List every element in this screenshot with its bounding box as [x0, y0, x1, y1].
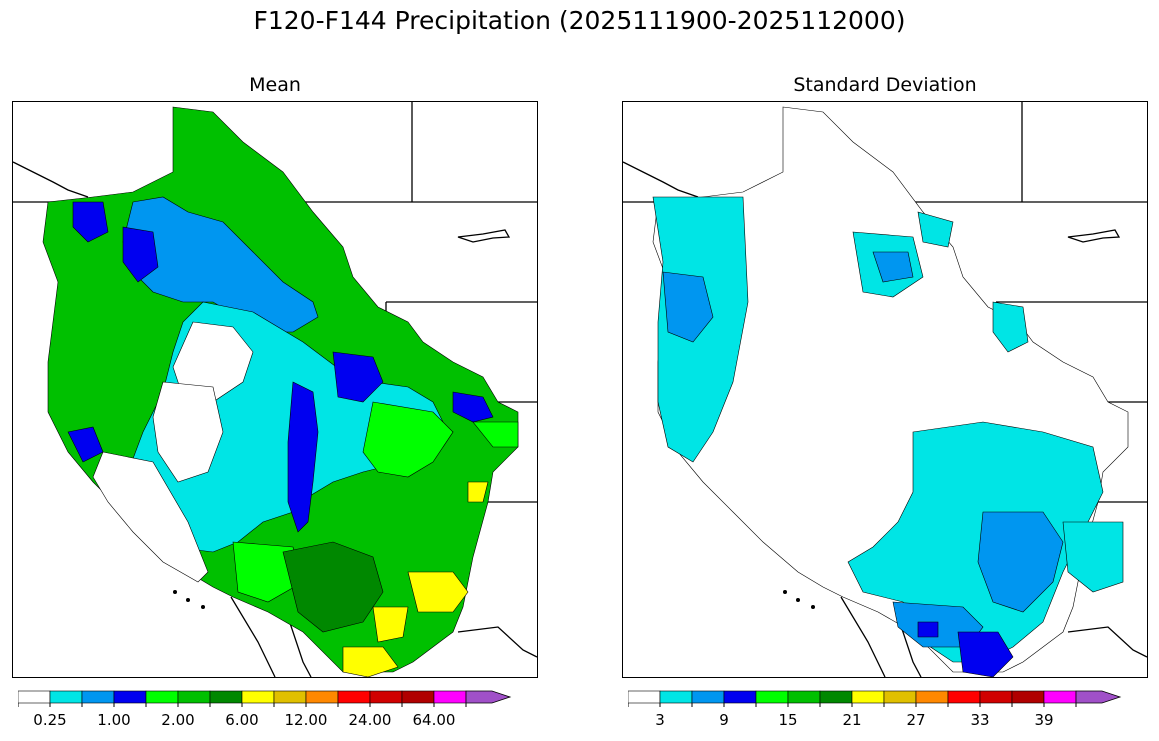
colorbar-tick-label: 6.00: [225, 711, 259, 729]
figure-title: F120-F144 Precipitation (2025111900-2025…: [253, 6, 906, 35]
colorbar-tick-label: 3: [655, 711, 665, 729]
colorbar-segment: [1011, 690, 1045, 704]
lake-winnipeg-shape: [457, 229, 511, 243]
mean-white-california: [92, 451, 209, 583]
colorbar-tick-label: 33: [970, 711, 990, 729]
colorbar-segment: [755, 690, 789, 704]
mean-colorbar: [18, 690, 512, 707]
colorbar-segment: [241, 690, 275, 704]
colorbar-tick-label: 24.00: [348, 711, 392, 729]
colorbar-tick-label: 2.00: [161, 711, 195, 729]
colorbar-segment: [723, 690, 757, 704]
colorbar-tick-label: 39: [1034, 711, 1054, 729]
colorbar-segment: [915, 690, 949, 704]
std-map: [622, 101, 1148, 678]
colorbar-segment: [947, 690, 981, 704]
std-colorbar-segments: [628, 690, 1122, 707]
mean-yellow-2: [342, 646, 399, 677]
mexico-border-east: [457, 626, 537, 658]
mean-colorbar-segments: [18, 690, 512, 707]
colorbar-extend-arrow: [465, 690, 512, 704]
colorbar-segment: [337, 690, 371, 704]
std-map-canvas: [623, 102, 1147, 677]
mean-dark-blue-band: [287, 381, 319, 533]
mean-yellow-1: [407, 571, 469, 613]
colorbar-extend-arrow: [1075, 690, 1122, 704]
colorbar-segment: [18, 690, 51, 704]
std-dark-blue-south: [957, 631, 1014, 677]
colorbar-tick-label: 21: [842, 711, 862, 729]
colorbar-segment: [305, 690, 339, 704]
colorbar-segment: [787, 690, 821, 704]
colorbar-tick-label: 64.00: [412, 711, 456, 729]
colorbar-segment: [979, 690, 1013, 704]
colorbar-tick-label: 1.00: [97, 711, 131, 729]
mean-map-canvas: [13, 102, 537, 677]
colorbar-tick-label: 15: [778, 711, 798, 729]
colorbar-segment: [883, 690, 917, 704]
colorbar-segment: [401, 690, 435, 704]
mean-blue-region-north: [122, 196, 319, 333]
mean-map: [12, 101, 538, 678]
baja-coast: [230, 596, 276, 677]
colorbar-tick-label: 12.00: [284, 711, 328, 729]
colorbar-segment: [659, 690, 693, 704]
std-colorbar: [628, 690, 1122, 707]
colorbar-segment: [49, 690, 83, 704]
std-panel-title: Standard Deviation: [793, 74, 977, 96]
colorbar-segment: [145, 690, 179, 704]
colorbar-segment: [209, 690, 243, 704]
colorbar-segment: [1043, 690, 1077, 704]
colorbar-segment: [369, 690, 403, 704]
colorbar-segment: [851, 690, 885, 704]
colorbar-segment: [273, 690, 307, 704]
colorbar-tick-label: 9: [719, 711, 729, 729]
colorbar-tick-label: 27: [906, 711, 926, 729]
colorbar-segment: [177, 690, 211, 704]
mean-panel-title: Mean: [249, 74, 301, 96]
mean-white-great-basin: [152, 381, 224, 483]
colorbar-segment: [691, 690, 725, 704]
colorbar-segment: [81, 690, 115, 704]
colorbar-segment: [628, 690, 661, 704]
colorbar-tick-label: 0.25: [33, 711, 67, 729]
colorbar-segment: [113, 690, 147, 704]
std-blue-south: [977, 511, 1064, 613]
colorbar-segment: [433, 690, 467, 704]
colorbar-segment: [819, 690, 853, 704]
mean-bright-green: [362, 401, 454, 478]
